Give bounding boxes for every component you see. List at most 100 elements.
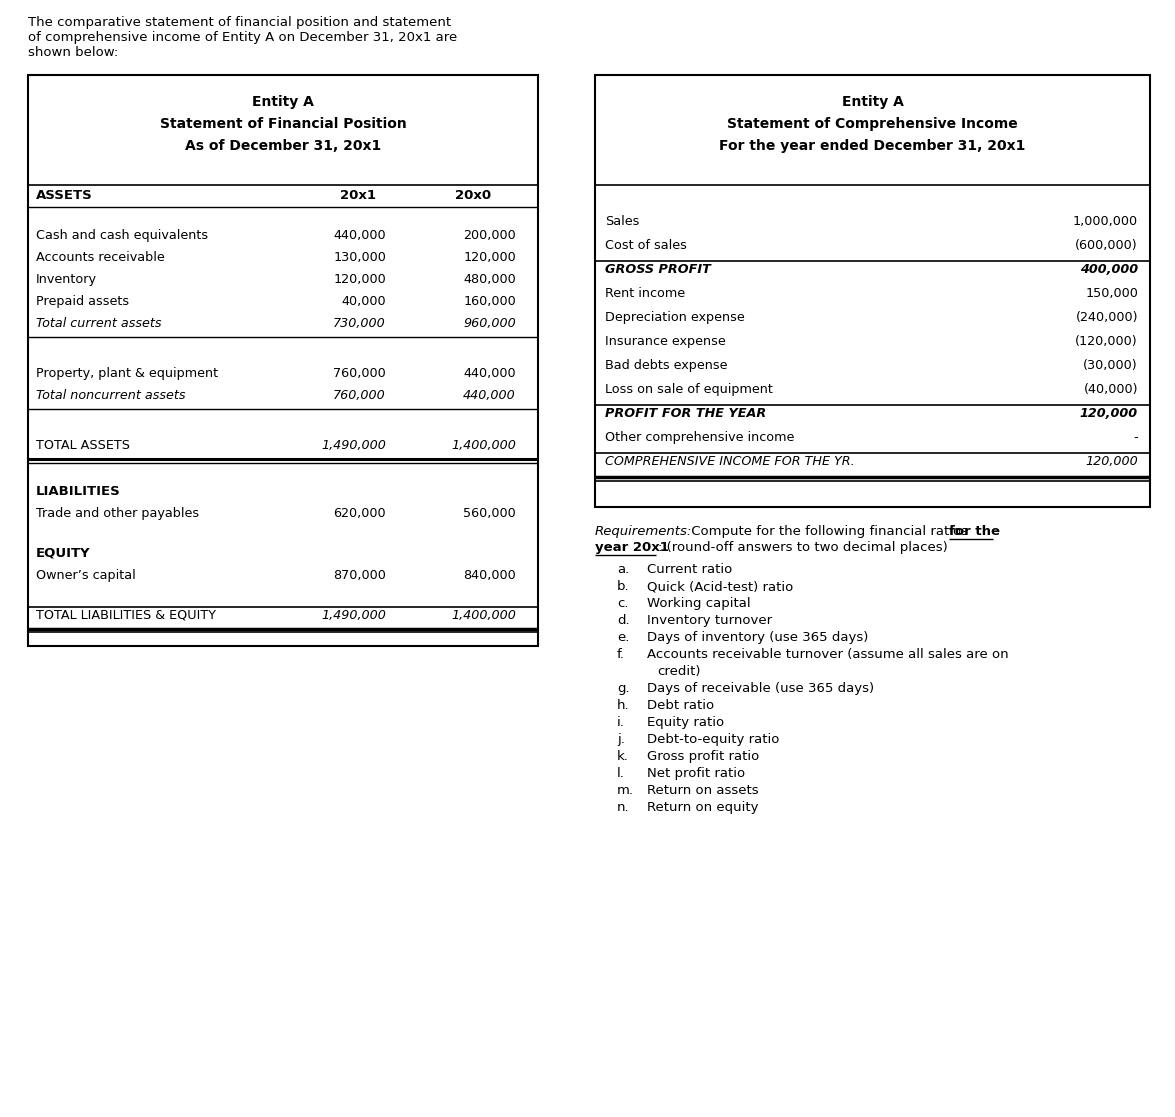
Text: : (round-off answers to two decimal places): : (round-off answers to two decimal plac… (658, 541, 948, 554)
Text: (30,000): (30,000) (1083, 359, 1139, 372)
Text: Statement of Financial Position: Statement of Financial Position (160, 117, 407, 131)
Text: 200,000: 200,000 (463, 229, 516, 242)
Text: Bad debts expense: Bad debts expense (605, 359, 727, 372)
Text: of comprehensive income of Entity A on December 31, 20x1 are: of comprehensive income of Entity A on D… (28, 31, 457, 44)
Text: 1,400,000: 1,400,000 (451, 609, 516, 622)
Text: Loss on sale of equipment: Loss on sale of equipment (605, 383, 773, 397)
Text: 440,000: 440,000 (463, 367, 516, 380)
Text: 440,000: 440,000 (463, 389, 516, 402)
Text: Sales: Sales (605, 214, 639, 228)
Text: GROSS PROFIT: GROSS PROFIT (605, 262, 711, 276)
Text: 760,000: 760,000 (334, 389, 387, 402)
Text: 120,000: 120,000 (1086, 455, 1139, 468)
Text: Requirements:: Requirements: (595, 525, 692, 538)
Text: Rent income: Rent income (605, 287, 685, 300)
Text: LIABILITIES: LIABILITIES (36, 485, 121, 498)
Text: 150,000: 150,000 (1086, 287, 1139, 300)
Text: 760,000: 760,000 (334, 367, 387, 380)
Text: Prepaid assets: Prepaid assets (36, 295, 129, 308)
Text: (600,000): (600,000) (1075, 239, 1139, 252)
Text: h.: h. (617, 699, 630, 712)
Text: Gross profit ratio: Gross profit ratio (647, 750, 759, 763)
Text: Property, plant & equipment: Property, plant & equipment (36, 367, 219, 380)
Text: COMPREHENSIVE INCOME FOR THE YR.: COMPREHENSIVE INCOME FOR THE YR. (605, 455, 854, 468)
Text: TOTAL ASSETS: TOTAL ASSETS (36, 439, 130, 452)
Text: year 20x1: year 20x1 (595, 541, 669, 554)
Text: d.: d. (617, 614, 630, 627)
Text: Compute for the following financial ratios: Compute for the following financial rati… (687, 525, 972, 538)
Text: Total current assets: Total current assets (36, 317, 161, 330)
Text: Equity ratio: Equity ratio (647, 716, 724, 729)
Text: Cash and cash equivalents: Cash and cash equivalents (36, 229, 208, 242)
Text: ASSETS: ASSETS (36, 189, 93, 202)
Text: Days of receivable (use 365 days): Days of receivable (use 365 days) (647, 682, 874, 695)
Text: Return on equity: Return on equity (647, 801, 759, 814)
Text: a.: a. (617, 563, 630, 576)
Text: Inventory: Inventory (36, 273, 98, 286)
Text: k.: k. (617, 750, 629, 763)
Text: Cost of sales: Cost of sales (605, 239, 687, 252)
Text: 960,000: 960,000 (463, 317, 516, 330)
Text: Quick (Acid-test) ratio: Quick (Acid-test) ratio (647, 580, 793, 593)
Text: Depreciation expense: Depreciation expense (605, 311, 745, 324)
Text: 870,000: 870,000 (334, 569, 387, 582)
Bar (595, 75, 1150, 507)
Text: 400,000: 400,000 (1080, 262, 1139, 276)
Text: Net profit ratio: Net profit ratio (647, 767, 745, 780)
Text: 130,000: 130,000 (334, 251, 387, 264)
Text: 560,000: 560,000 (463, 507, 516, 521)
Text: Total noncurrent assets: Total noncurrent assets (36, 389, 186, 402)
Text: b.: b. (617, 580, 630, 593)
Text: (120,000): (120,000) (1075, 335, 1139, 349)
Text: Entity A: Entity A (253, 95, 314, 109)
Text: PROFIT FOR THE YEAR: PROFIT FOR THE YEAR (605, 407, 766, 420)
Text: l.: l. (617, 767, 625, 780)
Text: 120,000: 120,000 (334, 273, 387, 286)
Text: -: - (1134, 431, 1139, 443)
Text: 1,400,000: 1,400,000 (451, 439, 516, 452)
Text: Current ratio: Current ratio (647, 563, 732, 576)
Text: 840,000: 840,000 (463, 569, 516, 582)
Text: i.: i. (617, 716, 625, 729)
Text: Working capital: Working capital (647, 596, 751, 610)
Text: shown below:: shown below: (28, 46, 119, 59)
Text: 1,490,000: 1,490,000 (321, 609, 387, 622)
Text: 1,490,000: 1,490,000 (321, 439, 387, 452)
Text: The comparative statement of financial position and statement: The comparative statement of financial p… (28, 16, 451, 29)
Text: Owner’s capital: Owner’s capital (36, 569, 136, 582)
Text: Debt-to-equity ratio: Debt-to-equity ratio (647, 733, 779, 746)
Text: Debt ratio: Debt ratio (647, 699, 714, 712)
Text: Other comprehensive income: Other comprehensive income (605, 431, 794, 443)
Text: 730,000: 730,000 (334, 317, 387, 330)
Text: 20x1: 20x1 (340, 189, 376, 202)
Text: Inventory turnover: Inventory turnover (647, 614, 772, 627)
Text: 120,000: 120,000 (1080, 407, 1139, 420)
Text: 440,000: 440,000 (334, 229, 387, 242)
Text: Accounts receivable: Accounts receivable (36, 251, 164, 264)
Text: Statement of Comprehensive Income: Statement of Comprehensive Income (727, 117, 1018, 131)
Text: for the: for the (949, 525, 1000, 538)
Text: 480,000: 480,000 (463, 273, 516, 286)
Text: f.: f. (617, 648, 625, 661)
Text: g.: g. (617, 682, 630, 695)
Bar (28, 75, 538, 646)
Text: EQUITY: EQUITY (36, 547, 90, 560)
Text: c.: c. (617, 596, 629, 610)
Text: 120,000: 120,000 (463, 251, 516, 264)
Text: TOTAL LIABILITIES & EQUITY: TOTAL LIABILITIES & EQUITY (36, 609, 216, 622)
Text: 1,000,000: 1,000,000 (1073, 214, 1139, 228)
Text: As of December 31, 20x1: As of December 31, 20x1 (184, 139, 381, 153)
Text: Insurance expense: Insurance expense (605, 335, 726, 349)
Text: Accounts receivable turnover (assume all sales are on: Accounts receivable turnover (assume all… (647, 648, 1008, 661)
Text: Trade and other payables: Trade and other payables (36, 507, 199, 521)
Text: 40,000: 40,000 (342, 295, 387, 308)
Text: 20x0: 20x0 (455, 189, 491, 202)
Text: (240,000): (240,000) (1075, 311, 1139, 324)
Text: Entity A: Entity A (841, 95, 904, 109)
Text: n.: n. (617, 801, 630, 814)
Text: 620,000: 620,000 (334, 507, 387, 521)
Text: m.: m. (617, 784, 634, 798)
Text: For the year ended December 31, 20x1: For the year ended December 31, 20x1 (719, 139, 1026, 153)
Text: j.: j. (617, 733, 625, 746)
Text: credit): credit) (657, 665, 700, 678)
